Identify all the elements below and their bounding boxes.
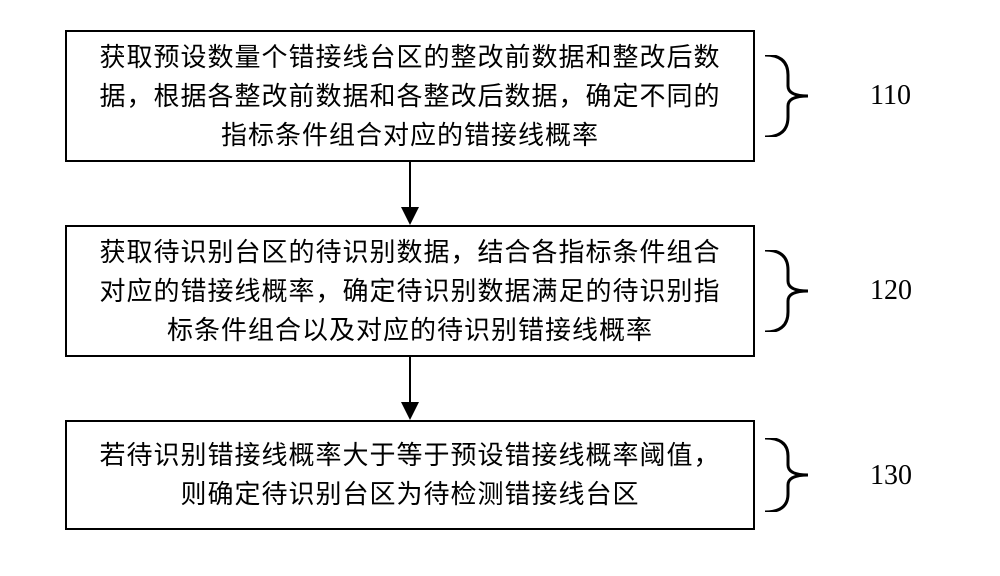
flow-node-120-text: 获取待识别台区的待识别数据，结合各指标条件组合对应的错接线概率，确定待识别数据满…	[87, 233, 733, 350]
arrow-head-2	[401, 402, 419, 420]
flow-label-120: 120	[870, 275, 912, 307]
brace-110	[760, 55, 830, 137]
brace-130	[760, 438, 830, 512]
brace-120	[760, 250, 830, 332]
flow-node-110-text: 获取预设数量个错接线台区的整改前数据和整改后数据，根据各整改前数据和各整改后数据…	[87, 38, 733, 155]
arrow-line-1	[409, 162, 411, 207]
flow-node-130: 若待识别错接线概率大于等于预设错接线概率阈值，则确定待识别台区为待检测错接线台区	[65, 420, 755, 530]
flow-node-110: 获取预设数量个错接线台区的整改前数据和整改后数据，根据各整改前数据和各整改后数据…	[65, 30, 755, 162]
arrow-line-2	[409, 357, 411, 402]
flow-label-130: 130	[870, 460, 912, 492]
flow-node-120: 获取待识别台区的待识别数据，结合各指标条件组合对应的错接线概率，确定待识别数据满…	[65, 225, 755, 357]
flow-node-130-text: 若待识别错接线概率大于等于预设错接线概率阈值，则确定待识别台区为待检测错接线台区	[87, 436, 733, 514]
flow-label-110: 110	[870, 80, 911, 112]
flowchart-canvas: 获取预设数量个错接线台区的整改前数据和整改后数据，根据各整改前数据和各整改后数据…	[0, 0, 1000, 576]
arrow-head-1	[401, 207, 419, 225]
